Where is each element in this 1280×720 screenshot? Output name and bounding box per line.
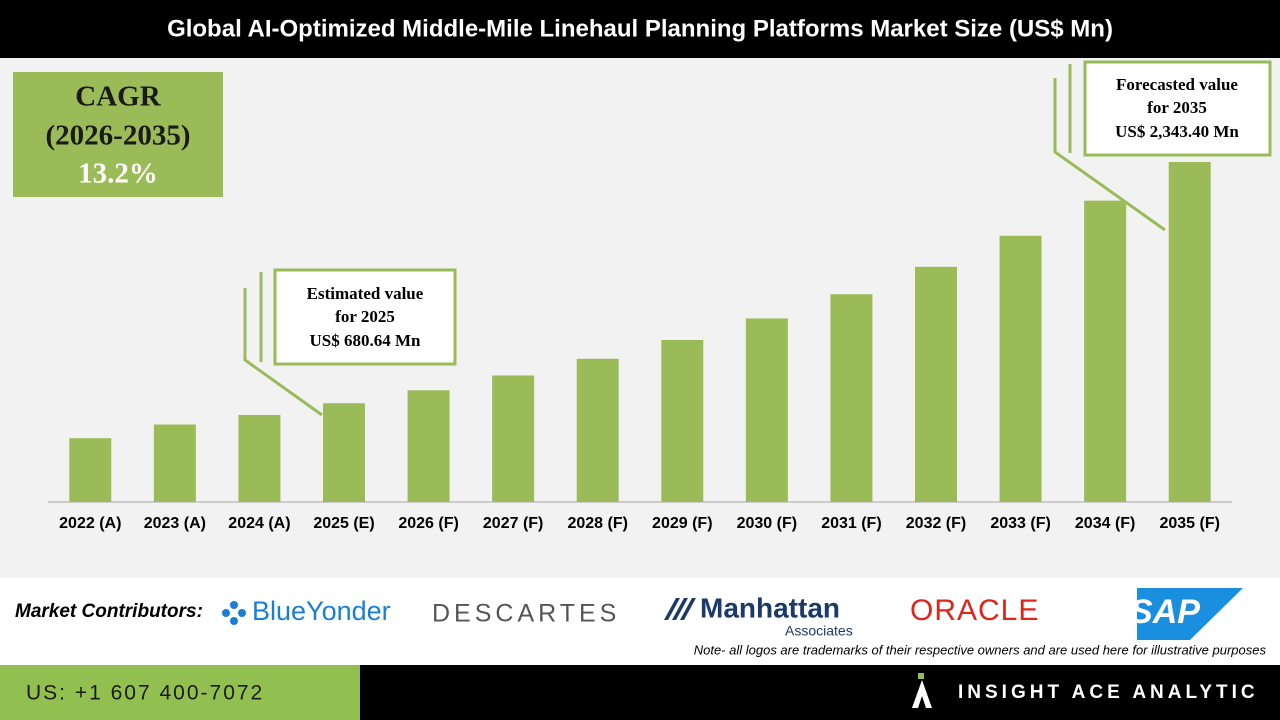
- annotation-text: for 2025: [335, 307, 395, 326]
- logo: SAP: [1130, 593, 1200, 631]
- brand-bar: [360, 665, 1280, 720]
- x-tick-label: 2032 (F): [906, 515, 966, 532]
- bar: [1168, 162, 1211, 502]
- annotation-2025: Estimated value for 2025 US$ 680.64 Mn: [243, 268, 457, 417]
- bar: [407, 390, 450, 502]
- x-tick-label: 2031 (F): [821, 515, 881, 532]
- bar: [238, 414, 281, 502]
- callout-line: [1053, 78, 1166, 232]
- annotation-text: Forecasted value: [1116, 75, 1238, 94]
- annotation-text: for 2035: [1147, 98, 1207, 117]
- bar: [492, 375, 535, 502]
- x-tick-label: 2024 (A): [228, 515, 290, 532]
- logo: Manhattan: [700, 592, 840, 623]
- title-bar: [0, 0, 1280, 58]
- cagr-period: (2026-2035): [46, 120, 191, 152]
- bar: [69, 438, 112, 502]
- annotation-2035: Forecasted value for 2035 US$ 2,343.40 M…: [1053, 60, 1272, 232]
- phone: US: +1 607 400-7072: [26, 682, 264, 705]
- callout-box: [273, 268, 457, 366]
- x-tick-label: 2025 (E): [313, 515, 374, 532]
- x-tick-label: 2035 (F): [1159, 515, 1219, 532]
- blueyonder-icon: [222, 601, 246, 625]
- cagr-box: [13, 72, 223, 197]
- sap-badge: [1137, 588, 1243, 640]
- cagr-label: CAGR: [75, 81, 161, 113]
- x-tick-label: 2033 (F): [990, 515, 1050, 532]
- brand: INSIGHT ACE ANALYTIC: [958, 682, 1259, 703]
- x-tick-label: 2022 (A): [59, 515, 121, 532]
- brand-icon: [912, 673, 932, 708]
- x-tick-label: 2028 (F): [567, 515, 627, 532]
- bar: [745, 318, 788, 502]
- logo: Associates: [785, 623, 853, 639]
- note: Note- all logos are trademarks of their …: [694, 642, 1267, 657]
- bar: [576, 358, 619, 502]
- cagr-value: 13.2%: [78, 158, 158, 190]
- annotation-text: Estimated value: [307, 284, 424, 303]
- x-tick-label: 2026 (F): [398, 515, 458, 532]
- annotation-text: US$ 2,343.40 Mn: [1115, 122, 1239, 141]
- bar: [915, 266, 957, 502]
- x-tick-label: 2027 (F): [483, 515, 543, 532]
- x-tick-label: 2030 (F): [737, 515, 797, 532]
- callout-line: [243, 288, 323, 417]
- bar: [323, 403, 365, 502]
- title: Global AI-Optimized Middle-Mile Linehaul…: [167, 15, 1113, 42]
- logo: BlueYonder: [252, 596, 391, 626]
- manhattan-icon: [664, 598, 696, 620]
- bars: 2022 (A) 2023 (A) 2024 (A) 2025 (E) 2026 (F)…: [59, 162, 1220, 532]
- bar: [661, 339, 704, 502]
- x-tick-label: 2034 (F): [1075, 515, 1135, 532]
- annotation-text: US$ 680.64 Mn: [310, 331, 422, 350]
- phone-bar: [0, 665, 360, 720]
- contributors-label: Market Contributors:: [15, 601, 203, 622]
- bar: [999, 235, 1042, 502]
- x-tick-label: 2029 (F): [652, 515, 712, 532]
- bar: [1084, 200, 1127, 502]
- bar: [153, 424, 196, 502]
- callout-box: [1083, 60, 1272, 157]
- logo: DESCARTES: [432, 600, 620, 628]
- bar: [830, 294, 873, 502]
- x-tick-label: 2023 (A): [144, 515, 206, 532]
- logo: ORACLE: [910, 594, 1039, 627]
